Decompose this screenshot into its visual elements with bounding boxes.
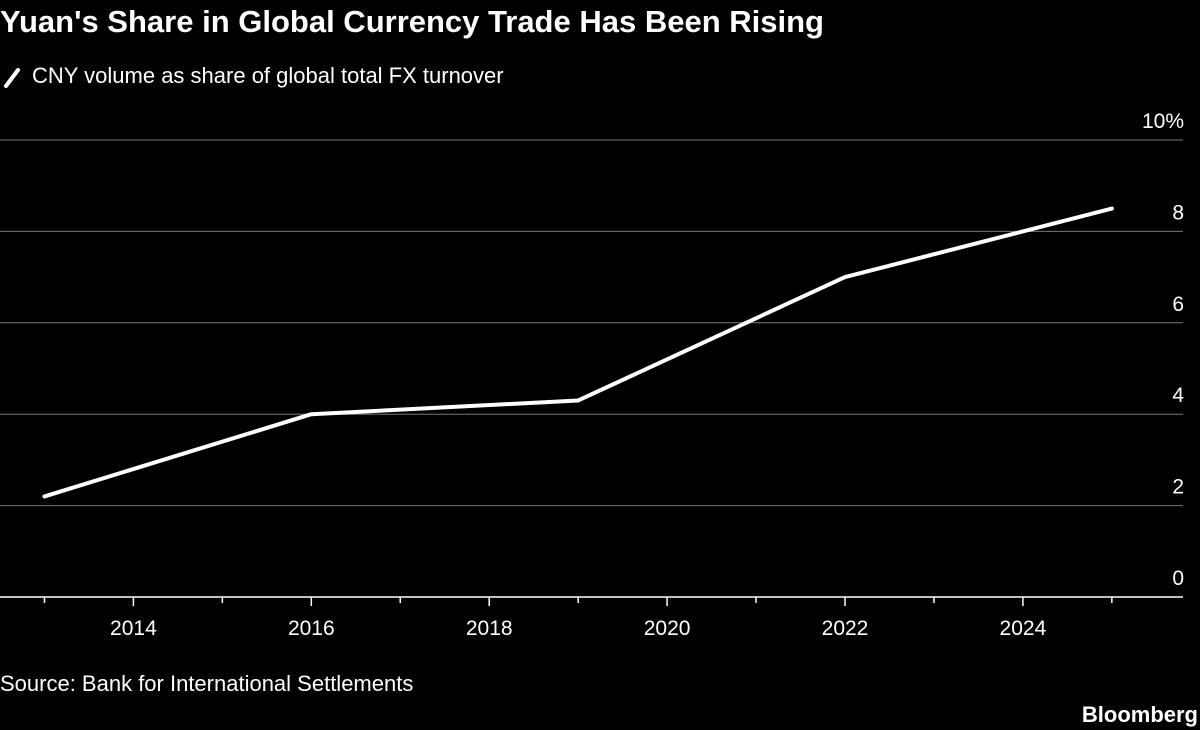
brand: Bloomberg: [1082, 702, 1198, 727]
y-tick-label: 6: [1172, 293, 1184, 316]
x-tick-label: 2024: [1000, 617, 1047, 640]
x-tick-label: 2018: [466, 617, 513, 640]
y-tick-label: 10%: [1142, 110, 1184, 133]
y-tick-label: 0: [1172, 567, 1184, 590]
x-tick-label: 2014: [110, 617, 157, 640]
x-tick-label: 2020: [644, 617, 691, 640]
y-tick-label: 4: [1172, 384, 1184, 407]
legend-swatch: [4, 68, 20, 88]
x-tick-label: 2022: [822, 617, 869, 640]
legend-label: CNY volume as share of global total FX t…: [32, 63, 504, 88]
y-tick-label: 2: [1172, 476, 1184, 499]
source: Source: Bank for International Settlemen…: [0, 671, 413, 696]
y-tick-label: 8: [1172, 201, 1184, 224]
series-line: [42, 206, 1114, 499]
chart-title: Yuan's Share in Global Currency Trade Ha…: [0, 4, 824, 39]
x-tick-label: 2016: [288, 617, 335, 640]
